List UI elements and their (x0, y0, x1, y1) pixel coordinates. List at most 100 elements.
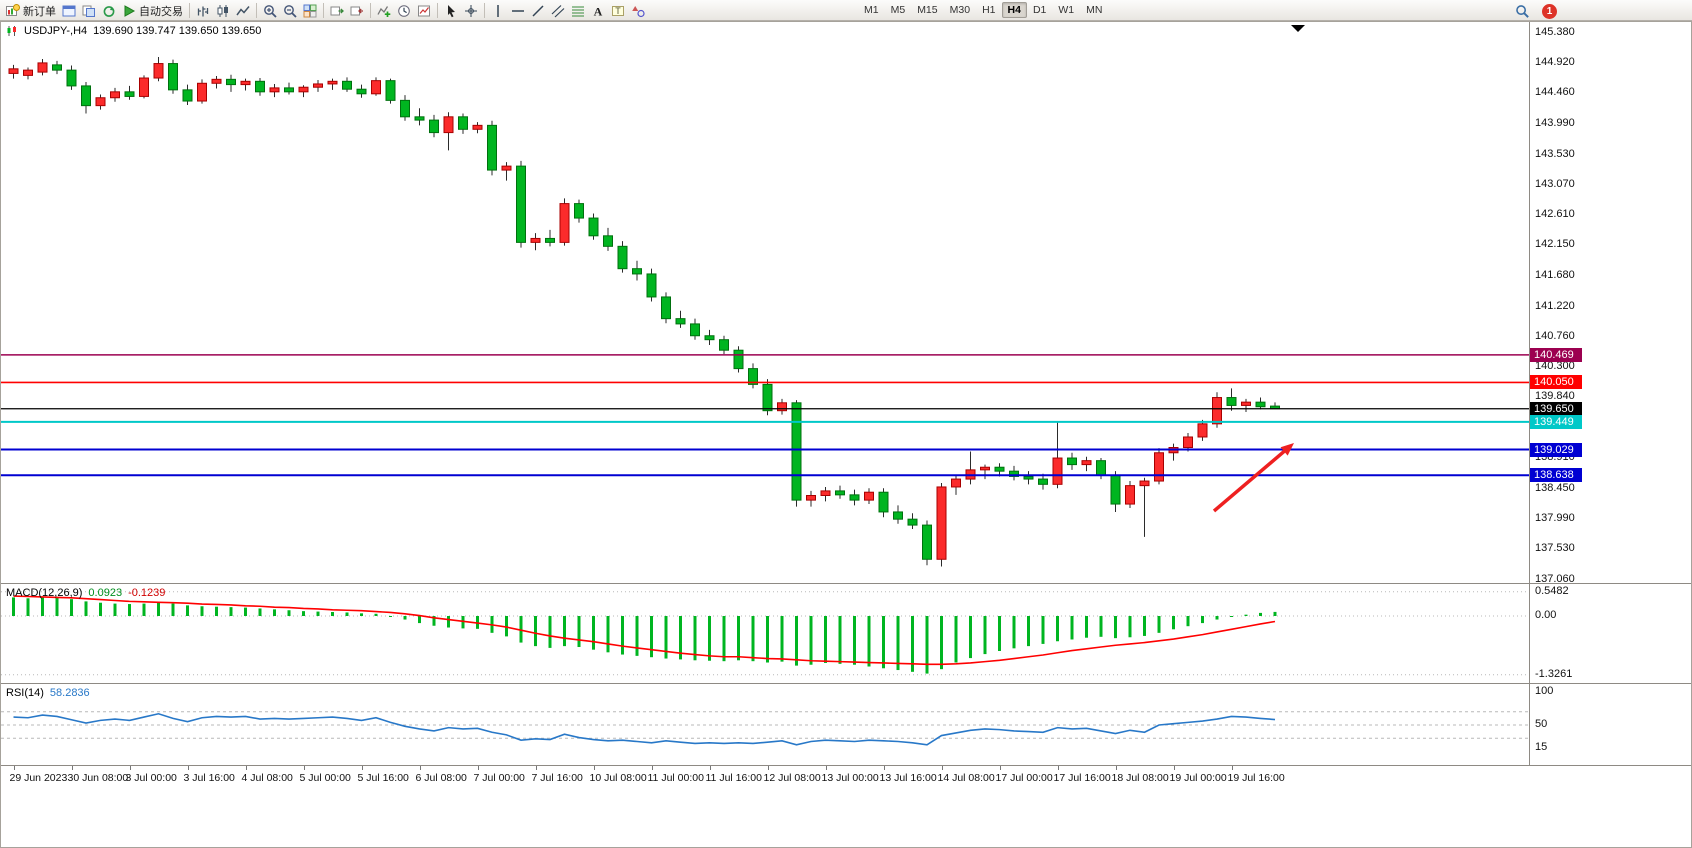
search-icon (1516, 4, 1529, 18)
timeframe-w1-button[interactable]: W1 (1052, 2, 1080, 18)
zoom-out-button[interactable] (280, 2, 300, 20)
toolbar-separator (189, 3, 190, 18)
tile-windows-button[interactable] (300, 2, 320, 20)
toolbar-separator (370, 3, 371, 18)
time-label: 4 Jul 08:00 (241, 772, 293, 784)
candles-layer[interactable] (8, 56, 1280, 567)
time-label: 14 Jul 08:00 (937, 772, 995, 784)
hline-icon (512, 9, 524, 12)
toolbar-separator (437, 3, 438, 18)
timeframe-m1-button[interactable]: M1 (858, 2, 885, 18)
macd-signal-value: -0.1239 (128, 587, 166, 599)
timeframe-d1-button[interactable]: D1 (1027, 2, 1052, 18)
time-tick (71, 766, 73, 770)
auto-scroll-button[interactable] (327, 2, 347, 20)
price-tick: 143.990 (1535, 117, 1575, 130)
rsi-chart[interactable] (1, 684, 1691, 765)
macd-signal-line (13, 595, 1276, 666)
channel-button[interactable] (548, 2, 568, 20)
chart-shift-button[interactable] (347, 2, 367, 20)
vertical-line-button[interactable] (488, 2, 508, 20)
price-tick: 140.300 (1535, 359, 1575, 372)
time-label: 30 Jun 08:00 (67, 772, 129, 784)
label-button[interactable]: T (608, 2, 628, 20)
time-axis[interactable]: 29 Jun 2023 30 Jun 08:00 3 Jul 00:00 3 Jul … (1, 765, 1691, 787)
new-order-button[interactable]: 新订单 (3, 2, 59, 20)
autotrading-button[interactable]: 自动交易 (119, 2, 186, 20)
price-axis-border (1529, 22, 1530, 765)
periods-button[interactable] (394, 2, 414, 20)
zoom-out-icon (284, 4, 297, 18)
toolbar-left-group: 新订单 自动交易 A T (3, 1, 648, 20)
crosshair-button[interactable] (461, 2, 481, 20)
templates-button[interactable] (414, 2, 434, 20)
profiles-icon (82, 5, 95, 17)
price-chart[interactable] (1, 22, 1691, 583)
search-button[interactable] (1512, 2, 1533, 20)
time-tick (709, 766, 711, 770)
chartshift-icon (350, 6, 363, 15)
timeframe-h1-button[interactable]: H1 (976, 2, 1001, 18)
linechart-icon (236, 5, 250, 15)
timeframe-m30-button[interactable]: M30 (944, 2, 976, 18)
notification-badge[interactable]: 1 (1542, 3, 1557, 19)
price-tick: 139.840 (1535, 390, 1575, 403)
price-tick: 142.150 (1535, 238, 1575, 251)
tile-icon (303, 4, 317, 17)
time-label: 11 Jul 16:00 (705, 772, 762, 784)
zoom-in-button[interactable] (260, 2, 280, 20)
time-tick (245, 766, 247, 770)
time-tick (13, 766, 15, 770)
price-tick: 141.220 (1535, 299, 1575, 312)
price-tick: 145.380 (1535, 26, 1575, 38)
trendline-button[interactable] (528, 2, 548, 20)
rsi-panel: RSI(14) 58.2836 (1, 683, 1691, 765)
text-button[interactable]: A (588, 2, 608, 20)
svg-text:A: A (594, 4, 603, 18)
trend-arrow[interactable] (1212, 446, 1290, 513)
time-label: 19 Jul 00:00 (1169, 772, 1227, 784)
indicators-button[interactable] (374, 2, 394, 20)
price-tick: 137.990 (1535, 511, 1575, 524)
indicator-icon (377, 5, 391, 17)
chart-shift-marker[interactable] (1291, 25, 1305, 32)
horizontal-line-button[interactable] (508, 2, 528, 20)
price-tick: 137.530 (1535, 542, 1575, 555)
time-label: 3 Jul 16:00 (183, 772, 235, 784)
timeframe-h4-button[interactable]: H4 (1001, 2, 1027, 18)
macd-scale-tick: 0.5482 (1535, 584, 1569, 597)
price-tick: 144.920 (1535, 56, 1575, 69)
rsi-value: 58.2836 (49, 687, 90, 699)
price-badge-140.469: 140.469 (1530, 347, 1582, 362)
price-chart-panel: USDJPY-,H4 139.690 139.747 139.650 139.6… (1, 22, 1691, 583)
line-chart-button[interactable] (233, 2, 253, 20)
time-tick (361, 766, 363, 770)
arrows-button[interactable] (628, 2, 648, 20)
new-chart-button[interactable] (59, 2, 79, 20)
price-axis[interactable]: 145.380 144.920 144.460 143.990 143.530 143.0… (1530, 22, 1691, 765)
candle-chart-button[interactable] (213, 2, 233, 20)
refresh-button[interactable] (99, 2, 119, 20)
fibonacci-button[interactable] (568, 2, 588, 20)
svg-text:T: T (615, 6, 621, 16)
macd-main-value: 0.0923 (88, 587, 123, 599)
price-tick: 144.460 (1535, 86, 1575, 99)
time-label: 5 Jul 00:00 (299, 772, 351, 784)
bar-chart-button[interactable] (193, 2, 213, 20)
cursor-button[interactable] (441, 2, 461, 20)
rsi-scale-tick: 100 (1535, 685, 1554, 697)
time-label: 17 Jul 00:00 (995, 772, 1053, 784)
timeframe-mn-button[interactable]: MN (1080, 2, 1108, 18)
bars-icon (197, 6, 209, 16)
time-tick (1057, 766, 1059, 770)
time-label: 5 Jul 16:00 (357, 772, 409, 784)
time-tick (303, 766, 305, 770)
timeframe-m15-button[interactable]: M15 (911, 2, 943, 18)
timeframe-m5-button[interactable]: M5 (885, 2, 912, 18)
time-label: 7 Jul 00:00 (473, 772, 525, 784)
time-tick (593, 766, 595, 770)
macd-chart[interactable] (1, 584, 1691, 683)
profiles-button[interactable] (79, 2, 99, 20)
template-icon (418, 5, 430, 16)
